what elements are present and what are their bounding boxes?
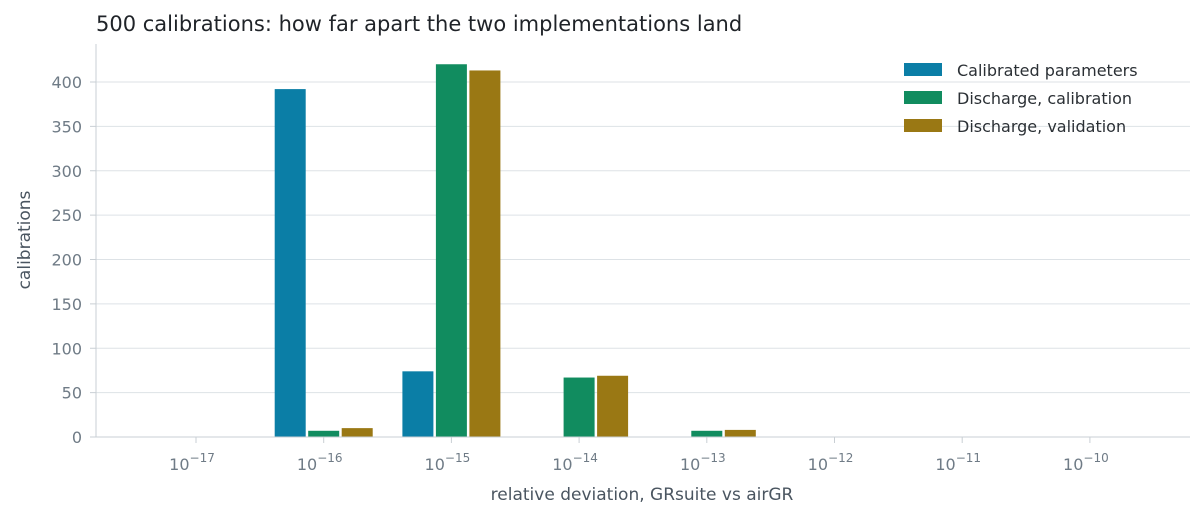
legend-swatch [904, 91, 942, 104]
legend-label: Calibrated parameters [957, 61, 1138, 80]
x-tick-label: 10−17 [169, 451, 215, 474]
bar [691, 430, 723, 437]
x-tick-label: 10−10 [1063, 451, 1109, 474]
x-axis-label: relative deviation, GRsuite vs airGR [491, 485, 794, 505]
bar [469, 70, 501, 438]
bar [341, 428, 373, 437]
legend-swatch [904, 63, 942, 76]
legend: Calibrated parameters Discharge, calibrat… [904, 61, 1138, 136]
x-tick-label: 10−11 [935, 451, 981, 474]
x-tick-label: 10−14 [552, 451, 598, 474]
x-tick-label: 10−13 [680, 451, 726, 474]
axes: 0 50 100 150 200 250 300 350 400 10−17 10−16 10−15 1… [51, 44, 1190, 474]
y-tick-label: 400 [51, 73, 82, 92]
bar [402, 371, 434, 437]
y-tick-label: 50 [62, 384, 82, 403]
legend-label: Discharge, validation [957, 117, 1126, 136]
y-axis-label: calibrations [15, 190, 35, 289]
x-tick-label: 10−12 [808, 451, 854, 474]
bar [435, 64, 467, 437]
legend-label: Discharge, calibration [957, 89, 1132, 108]
y-tick-label: 250 [51, 206, 82, 225]
bar [597, 375, 629, 437]
bar [563, 377, 595, 437]
y-tick-label: 200 [51, 251, 82, 270]
chart-title: 500 calibrations: how far apart the two … [96, 12, 742, 36]
x-tick-label: 10−16 [297, 451, 343, 474]
bars [274, 64, 756, 438]
y-tick-label: 150 [51, 295, 82, 314]
bar [308, 430, 340, 437]
y-tick-label: 300 [51, 162, 82, 181]
bar [274, 89, 306, 437]
bar [724, 429, 756, 437]
y-tick-label: 350 [51, 117, 82, 136]
legend-swatch [904, 119, 942, 132]
x-tick-label: 10−15 [425, 451, 471, 474]
y-tick-label: 0 [72, 428, 82, 447]
y-tick-label: 100 [51, 339, 82, 358]
